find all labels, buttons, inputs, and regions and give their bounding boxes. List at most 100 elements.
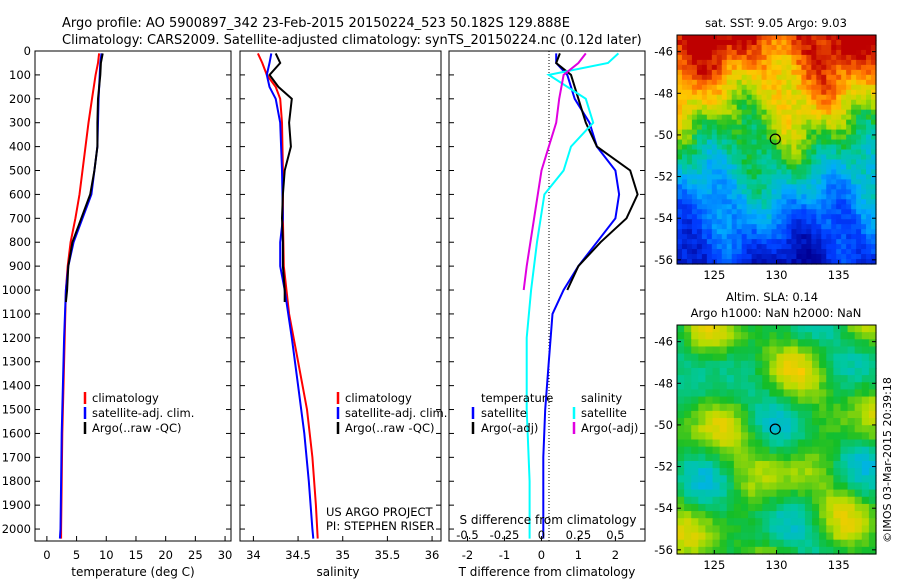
map-cell bbox=[776, 144, 783, 151]
map-cell bbox=[701, 229, 708, 235]
map-cell bbox=[831, 49, 837, 56]
map-cell bbox=[771, 174, 778, 180]
map-cell bbox=[812, 539, 820, 548]
map-cell bbox=[790, 389, 799, 398]
map-cell bbox=[776, 539, 785, 548]
difference-axes bbox=[448, 50, 646, 542]
map-cell bbox=[696, 254, 703, 260]
map-cell bbox=[833, 539, 842, 548]
map-cell bbox=[716, 254, 723, 260]
map-cell bbox=[821, 49, 827, 56]
map-cell bbox=[861, 164, 867, 171]
map-cell bbox=[868, 396, 877, 405]
map-cell bbox=[791, 144, 797, 151]
map-cell bbox=[746, 244, 753, 250]
map-cell bbox=[826, 35, 832, 41]
map-cell bbox=[721, 249, 728, 255]
map-cell bbox=[786, 35, 793, 41]
map-cell bbox=[736, 104, 743, 111]
map-cell bbox=[719, 360, 728, 369]
y-tick-label: 0 bbox=[24, 44, 31, 58]
y-tick-label: 1500 bbox=[2, 403, 31, 417]
map-cell bbox=[812, 511, 820, 519]
map-cell bbox=[836, 254, 842, 260]
map-cell bbox=[797, 382, 806, 391]
map-cell bbox=[871, 124, 877, 131]
map-cell bbox=[691, 460, 699, 469]
map-cell bbox=[696, 54, 703, 61]
map-cell bbox=[821, 119, 827, 126]
map-cell bbox=[681, 149, 688, 156]
map-cell bbox=[806, 199, 812, 205]
map-cell bbox=[726, 325, 735, 333]
map-cell bbox=[701, 189, 708, 195]
map-cell bbox=[861, 194, 867, 200]
temperature-xlabel: temperature (deg C) bbox=[71, 565, 194, 579]
map-cell bbox=[769, 410, 778, 419]
map-cell bbox=[696, 59, 703, 66]
map-cell bbox=[741, 129, 748, 136]
map-cell bbox=[868, 353, 877, 362]
map-cell bbox=[691, 332, 699, 340]
map-cell bbox=[762, 353, 770, 362]
map-cell bbox=[755, 353, 763, 362]
map-cell bbox=[806, 174, 812, 180]
map-cell bbox=[831, 109, 837, 116]
map-cell bbox=[721, 64, 728, 71]
map-cell bbox=[677, 396, 685, 405]
map-cell bbox=[826, 482, 834, 491]
map-cell bbox=[836, 144, 842, 151]
map-cell bbox=[705, 468, 714, 476]
map-cell bbox=[751, 144, 758, 151]
t-difference-xlabel: T difference from climatology bbox=[458, 565, 636, 579]
map-cell bbox=[831, 44, 837, 51]
map-cell bbox=[871, 189, 877, 195]
map-cell bbox=[736, 94, 743, 101]
map-cell bbox=[796, 149, 802, 156]
map-cell bbox=[811, 94, 817, 101]
map-cell bbox=[721, 209, 728, 215]
map-cell bbox=[851, 44, 857, 51]
map-cell bbox=[698, 346, 707, 355]
map-cell bbox=[741, 234, 748, 240]
map-cell bbox=[691, 539, 699, 548]
map-cell bbox=[756, 39, 763, 46]
map-cell bbox=[806, 179, 812, 185]
map-cell bbox=[826, 418, 834, 426]
map-cell bbox=[771, 159, 778, 166]
map-y-tick-label: -46 bbox=[654, 45, 673, 59]
map-cell bbox=[761, 254, 768, 260]
map-cell bbox=[847, 396, 856, 405]
map-cell bbox=[856, 244, 862, 250]
map-cell bbox=[831, 199, 837, 205]
map-cell bbox=[856, 214, 862, 220]
y-tick-label: 1200 bbox=[2, 331, 31, 345]
map-cell bbox=[677, 339, 685, 348]
map-cell bbox=[696, 209, 703, 215]
map-cell bbox=[806, 224, 812, 230]
map-cell bbox=[851, 79, 857, 86]
map-cell bbox=[812, 339, 820, 348]
map-cell bbox=[719, 511, 728, 519]
map-cell bbox=[706, 259, 713, 265]
map-cell bbox=[851, 174, 857, 180]
map-cell bbox=[840, 360, 849, 369]
map-cell bbox=[731, 124, 738, 131]
map-cell bbox=[796, 144, 802, 151]
map-cell bbox=[796, 49, 802, 56]
map-cell bbox=[677, 184, 683, 190]
map-cell bbox=[748, 325, 756, 333]
y-tick-label: 2000 bbox=[2, 522, 31, 536]
y-tick-label: 1600 bbox=[2, 426, 31, 440]
map-cell bbox=[847, 367, 856, 376]
map-cell bbox=[781, 254, 788, 260]
map-cell bbox=[701, 134, 708, 141]
map-cell bbox=[706, 69, 713, 76]
map-cell bbox=[833, 403, 842, 412]
map-cell bbox=[851, 249, 857, 255]
map-cell bbox=[841, 229, 847, 235]
map-cell bbox=[797, 389, 806, 398]
map-cell bbox=[733, 360, 742, 369]
map-cell bbox=[761, 194, 768, 200]
map-cell bbox=[691, 382, 699, 391]
